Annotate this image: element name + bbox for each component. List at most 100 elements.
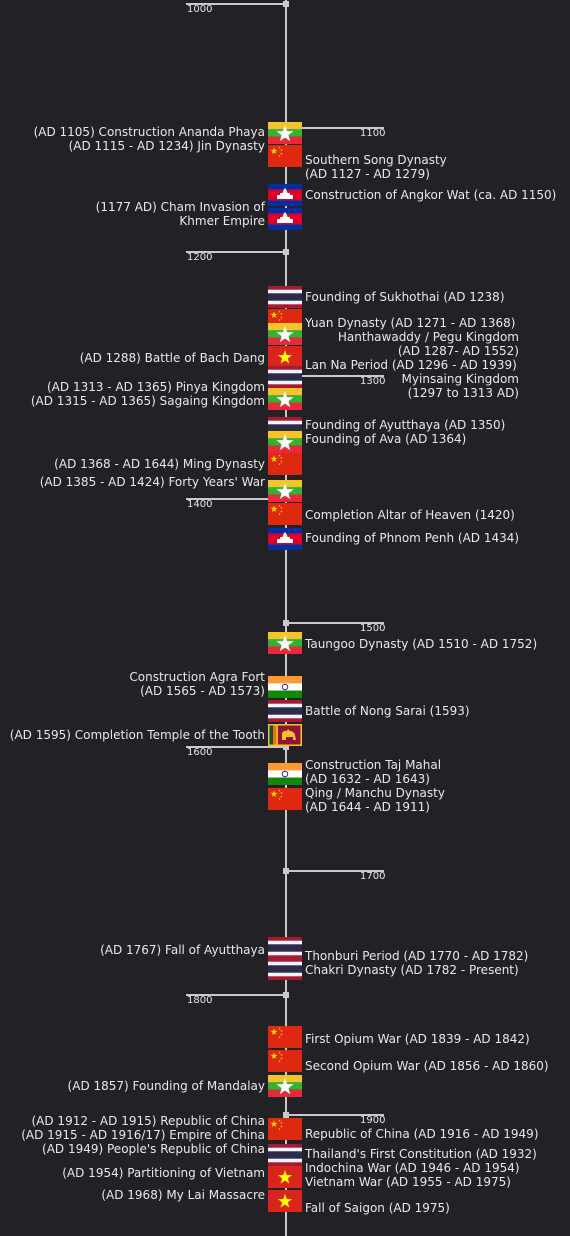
event-line: (AD 1313 - AD 1365) Pinya Kingdom — [47, 380, 265, 394]
event-line: Myinsaing Kingdom — [401, 372, 519, 386]
right-event-label: Founding of Sukhothai (AD 1238) — [305, 290, 505, 304]
flag-myanmar-icon — [268, 388, 302, 410]
event-line: (AD 1632 - AD 1643) — [305, 772, 430, 786]
event-line: (AD 1105) Construction Ananda Phaya — [33, 125, 265, 139]
flag-myanmar-icon — [268, 1075, 302, 1097]
event-line: (AD 1915 - AD 1916/17) Empire of China — [21, 1128, 265, 1142]
century-line-1100 — [286, 127, 384, 129]
century-label-1300: 1300 — [360, 376, 386, 387]
event-line: Qing / Manchu Dynasty — [305, 786, 445, 800]
flag-myanmar-icon — [268, 122, 302, 144]
right-event-label: Yuan Dynasty (AD 1271 - AD 1368) — [305, 316, 515, 330]
right-event-label: Thailand's First Constitution (AD 1932) I… — [305, 1147, 537, 1189]
flag-thailand-icon — [268, 286, 302, 308]
flag-china-icon — [268, 1118, 302, 1140]
event-line: First Opium War (AD 1839 - AD 1842) — [305, 1032, 530, 1046]
century-label-1200: 1200 — [187, 252, 213, 263]
event-line: Southern Song Dynasty — [305, 153, 447, 167]
flag-myanmar-icon — [268, 431, 302, 453]
right-event-label: Construction Taj Mahal (AD 1632 - AD 1643… — [305, 758, 445, 814]
century-line-1000 — [186, 3, 286, 5]
left-event-label: (AD 1912 - AD 1915) Republic of China (AD… — [21, 1114, 265, 1156]
event-line: (AD 1954) Partitioning of Vietnam — [62, 1166, 265, 1180]
flag-china-icon — [268, 503, 302, 525]
flag-myanmar-icon — [268, 480, 302, 502]
century-node-1600 — [283, 744, 289, 750]
left-event-label: (AD 1313 - AD 1365) Pinya Kingdom (AD 131… — [31, 380, 265, 408]
century-label-1900: 1900 — [360, 1115, 386, 1126]
century-label-1700: 1700 — [360, 871, 386, 882]
flag-china-icon — [268, 1050, 302, 1072]
event-line: Construction Agra Fort — [129, 670, 265, 684]
right-event-label: Thonburi Period (AD 1770 - AD 1782) Chakr… — [305, 949, 528, 977]
century-label-1500: 1500 — [360, 623, 386, 634]
event-line: Yuan Dynasty (AD 1271 - AD 1368) — [305, 316, 516, 330]
flag-srilanka-icon — [268, 724, 302, 746]
flag-india-icon — [268, 676, 302, 698]
event-line: Completion Altar of Heaven (1420) — [305, 508, 515, 522]
left-event-label: (AD 1595) Completion Temple of the Tooth — [10, 728, 265, 742]
century-label-1800: 1800 — [187, 995, 213, 1006]
event-line: (AD 1565 - AD 1573) — [140, 684, 265, 698]
right-event-label: Hanthawaddy / Pegu Kingdom (AD 1287- AD 1… — [338, 330, 519, 358]
left-event-label: (AD 1954) Partitioning of Vietnam — [62, 1166, 265, 1180]
event-line: Founding of Sukhothai (AD 1238) — [305, 290, 505, 304]
left-event-label: (AD 1857) Founding of Mandalay — [68, 1079, 265, 1093]
event-line: (AD 1368 - AD 1644) Ming Dynasty — [54, 457, 265, 471]
right-event-label: Southern Song Dynasty (AD 1127 - AD 1279) — [305, 153, 447, 181]
event-line: Battle of Nong Sarai (1593) — [305, 704, 470, 718]
century-line-1500 — [286, 622, 384, 624]
event-line: Lan Na Period (AD 1296 - AD 1939) — [305, 358, 517, 372]
flag-thailand-icon — [268, 958, 302, 980]
century-node-1900 — [283, 1112, 289, 1118]
flag-china-icon — [268, 788, 302, 810]
flag-china-icon — [268, 145, 302, 167]
century-node-1200 — [283, 249, 289, 255]
century-line-1800 — [186, 994, 286, 996]
event-line: (1177 AD) Cham Invasion of — [95, 200, 265, 214]
left-event-label: (AD 1968) My Lai Massacre — [101, 1188, 265, 1202]
event-line: (AD 1288) Battle of Bach Dang — [79, 351, 265, 365]
event-line: Chakri Dynasty (AD 1782 - Present) — [305, 963, 519, 977]
event-line: (1297 to 1313 AD) — [407, 386, 519, 400]
century-line-1200 — [186, 251, 286, 253]
right-event-label: Second Opium War (AD 1856 - AD 1860) — [305, 1059, 549, 1073]
event-line: Taungoo Dynasty (AD 1510 - AD 1752) — [305, 637, 538, 651]
event-line: (AD 1315 - AD 1365) Sagaing Kingdom — [30, 394, 265, 408]
event-line: Fall of Saigon (AD 1975) — [305, 1201, 450, 1215]
century-line-1400 — [186, 498, 286, 500]
century-line-1900 — [286, 1114, 384, 1116]
right-event-label: Republic of China (AD 1916 - AD 1949) — [305, 1127, 539, 1141]
event-line: Vietnam War (AD 1955 - AD 1975) — [305, 1175, 511, 1189]
timeline-axis — [285, 0, 287, 1236]
flag-myanmar-icon — [268, 323, 302, 345]
left-event-label: (AD 1767) Fall of Ayutthaya — [100, 943, 265, 957]
left-event-label: (1177 AD) Cham Invasion of Khmer Empire — [96, 200, 265, 228]
century-label-1600: 1600 — [187, 747, 213, 758]
flag-cambodia-icon — [268, 184, 302, 206]
flag-vietnam-icon — [268, 1166, 302, 1188]
right-event-label: Myinsaing Kingdom (1297 to 1313 AD) — [402, 372, 519, 400]
century-node-1500 — [283, 620, 289, 626]
flag-vietnam-icon — [268, 1190, 302, 1212]
event-line: (AD 1857) Founding of Mandalay — [67, 1079, 265, 1093]
event-line: Construction Taj Mahal — [305, 758, 442, 772]
event-line: (AD 1968) My Lai Massacre — [101, 1188, 265, 1202]
century-line-1700 — [286, 870, 384, 872]
century-line-1600 — [186, 746, 286, 748]
left-event-label: (AD 1288) Battle of Bach Dang — [80, 351, 265, 365]
event-line: (AD 1949) People's Republic of China — [42, 1142, 265, 1156]
right-event-label: Founding of Ayutthaya (AD 1350) Founding … — [305, 418, 505, 446]
left-event-label: (AD 1105) Construction Ananda Phaya (AD 1… — [34, 125, 265, 153]
event-line: Founding of Ayutthaya (AD 1350) — [305, 418, 506, 432]
left-event-label: (AD 1368 - AD 1644) Ming Dynasty — [54, 457, 265, 471]
event-line: (AD 1287- AD 1552) — [397, 344, 519, 358]
event-line: Khmer Empire — [179, 214, 265, 228]
right-event-label: First Opium War (AD 1839 - AD 1842) — [305, 1032, 530, 1046]
flag-vietnam-icon — [268, 346, 302, 368]
century-node-1700 — [283, 868, 289, 874]
century-line-1300 — [286, 375, 384, 377]
right-event-label: Founding of Phnom Penh (AD 1434) — [305, 531, 519, 545]
event-line: (AD 1595) Completion Temple of the Tooth — [9, 728, 265, 742]
